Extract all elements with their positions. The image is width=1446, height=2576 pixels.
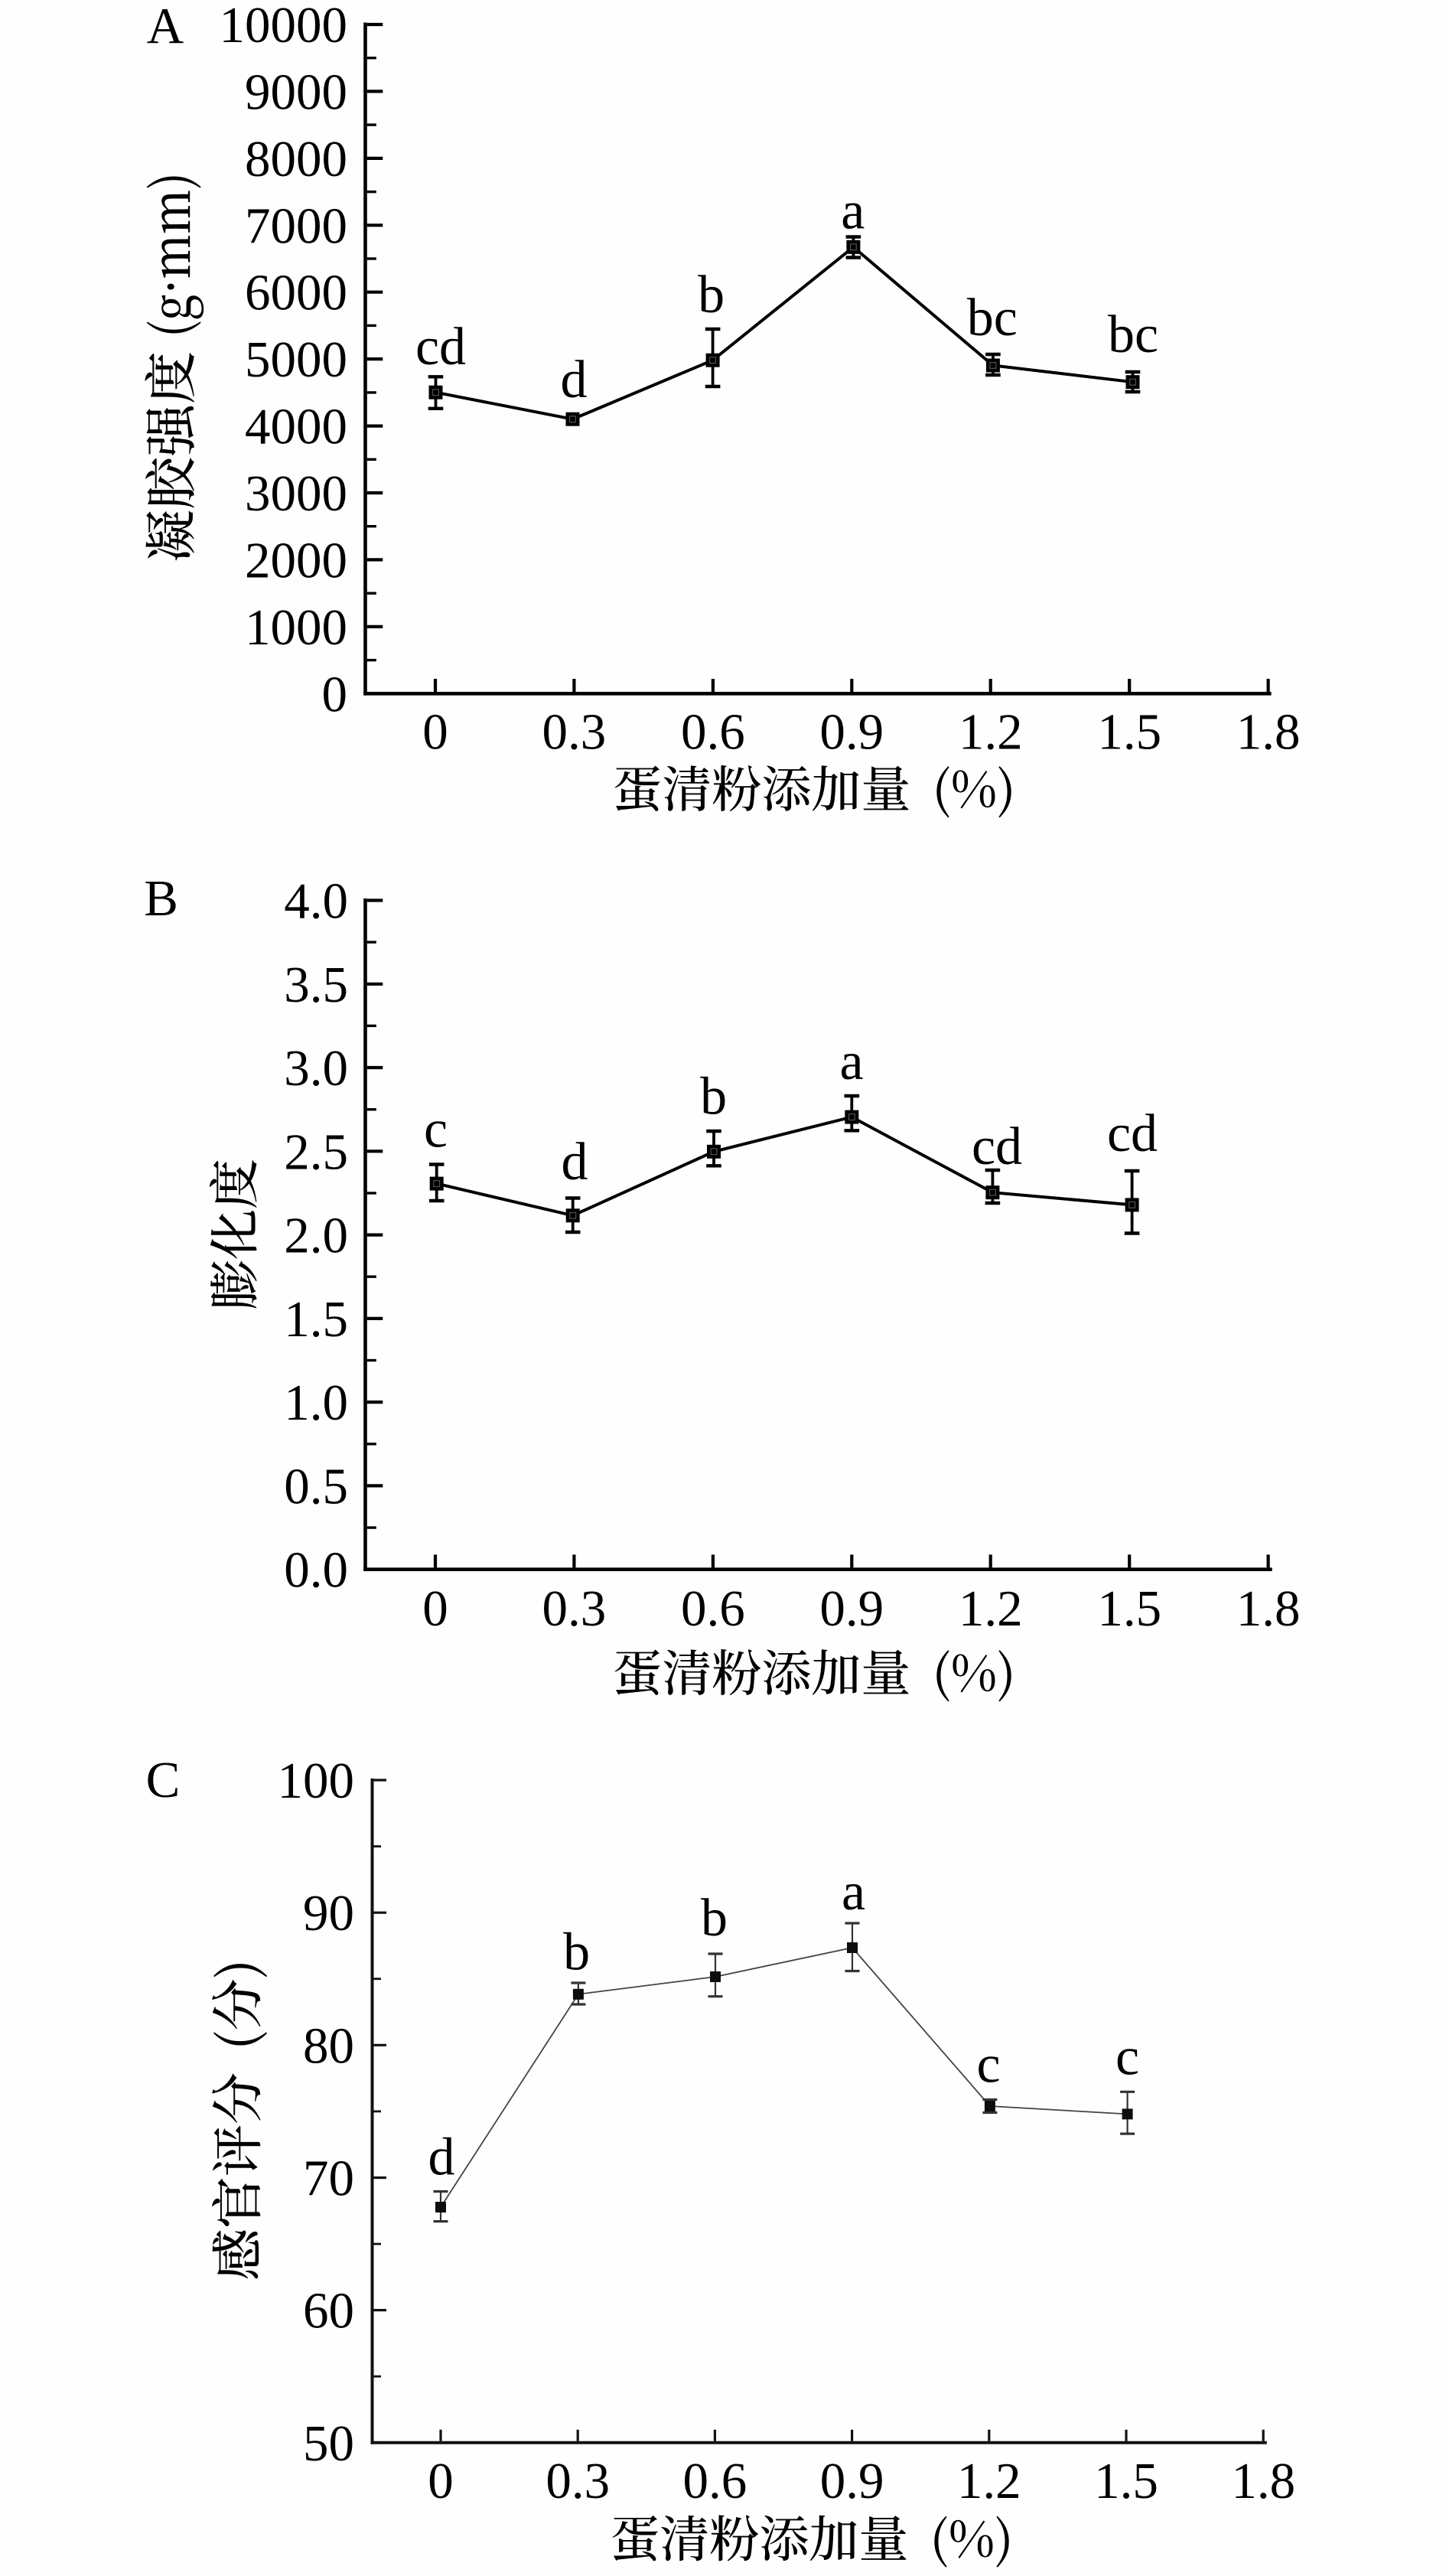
svg-text:a: a bbox=[841, 182, 865, 241]
svg-text:7000: 7000 bbox=[245, 197, 347, 254]
svg-text:1.8: 1.8 bbox=[1236, 1580, 1301, 1637]
svg-text:a: a bbox=[839, 1032, 863, 1091]
svg-text:9000: 9000 bbox=[245, 64, 347, 120]
svg-text:0.9: 0.9 bbox=[820, 2453, 884, 2509]
svg-text:0: 0 bbox=[322, 666, 348, 722]
svg-text:80: 80 bbox=[303, 2017, 354, 2074]
svg-text:1.2: 1.2 bbox=[959, 703, 1023, 760]
svg-text:0.9: 0.9 bbox=[819, 1580, 884, 1637]
svg-text:0.0: 0.0 bbox=[284, 1542, 348, 1599]
svg-text:1.0: 1.0 bbox=[284, 1374, 348, 1431]
svg-text:1.5: 1.5 bbox=[284, 1291, 348, 1348]
svg-text:b: b bbox=[698, 266, 725, 324]
svg-text:0.5: 0.5 bbox=[284, 1458, 348, 1515]
svg-text:0: 0 bbox=[422, 1580, 448, 1637]
svg-text:2.5: 2.5 bbox=[284, 1123, 348, 1180]
svg-text:1.5: 1.5 bbox=[1094, 2453, 1158, 2509]
svg-text:c: c bbox=[976, 2036, 1000, 2095]
svg-text:0.3: 0.3 bbox=[546, 2453, 610, 2509]
svg-text:d: d bbox=[562, 1133, 588, 1192]
svg-text:2000: 2000 bbox=[245, 532, 347, 589]
svg-text:cd: cd bbox=[415, 318, 466, 377]
svg-text:b: b bbox=[701, 1889, 728, 1948]
svg-text:1.8: 1.8 bbox=[1236, 703, 1301, 760]
svg-text:0.6: 0.6 bbox=[681, 703, 745, 760]
svg-text:100: 100 bbox=[278, 1753, 355, 1809]
svg-text:2.0: 2.0 bbox=[284, 1208, 348, 1264]
svg-text:70: 70 bbox=[303, 2150, 354, 2207]
svg-text:b: b bbox=[563, 1922, 590, 1981]
svg-text:c: c bbox=[1115, 2028, 1139, 2087]
svg-text:10000: 10000 bbox=[220, 0, 348, 54]
svg-text:c: c bbox=[424, 1101, 448, 1159]
svg-text:0.9: 0.9 bbox=[819, 703, 884, 760]
svg-text:1.2: 1.2 bbox=[959, 1580, 1023, 1637]
svg-text:4000: 4000 bbox=[245, 399, 347, 455]
svg-text:1.5: 1.5 bbox=[1097, 703, 1161, 760]
svg-text:50: 50 bbox=[303, 2415, 354, 2472]
svg-text:0.3: 0.3 bbox=[542, 1580, 607, 1637]
svg-text:0: 0 bbox=[428, 2453, 454, 2509]
svg-text:b: b bbox=[700, 1067, 727, 1126]
svg-text:1000: 1000 bbox=[245, 599, 347, 656]
svg-text:d: d bbox=[428, 2128, 455, 2187]
svg-text:1.2: 1.2 bbox=[957, 2453, 1021, 2509]
svg-text:C: C bbox=[146, 1752, 181, 1808]
svg-text:A: A bbox=[147, 0, 184, 54]
svg-text:0.6: 0.6 bbox=[681, 1580, 745, 1637]
svg-text:3000: 3000 bbox=[245, 465, 347, 522]
svg-text:6000: 6000 bbox=[245, 265, 347, 321]
svg-text:60: 60 bbox=[303, 2283, 354, 2340]
svg-text:90: 90 bbox=[303, 1885, 354, 1942]
svg-text:a: a bbox=[842, 1863, 865, 1922]
svg-text:1.8: 1.8 bbox=[1231, 2453, 1295, 2509]
svg-text:B: B bbox=[144, 870, 178, 927]
svg-text:4.0: 4.0 bbox=[284, 873, 348, 930]
svg-text:cd: cd bbox=[972, 1117, 1022, 1176]
svg-text:bc: bc bbox=[1108, 305, 1158, 364]
svg-text:1.5: 1.5 bbox=[1097, 1580, 1161, 1637]
svg-text:bc: bc bbox=[967, 289, 1018, 347]
svg-text:0.6: 0.6 bbox=[683, 2453, 747, 2509]
svg-text:3.0: 3.0 bbox=[284, 1040, 348, 1097]
svg-text:0.3: 0.3 bbox=[542, 703, 607, 760]
svg-text:d: d bbox=[561, 351, 588, 409]
svg-text:5000: 5000 bbox=[245, 331, 347, 388]
svg-text:8000: 8000 bbox=[245, 131, 347, 187]
svg-text:3.5: 3.5 bbox=[284, 957, 348, 1013]
svg-text:cd: cd bbox=[1107, 1104, 1158, 1163]
svg-text:0: 0 bbox=[422, 703, 448, 760]
